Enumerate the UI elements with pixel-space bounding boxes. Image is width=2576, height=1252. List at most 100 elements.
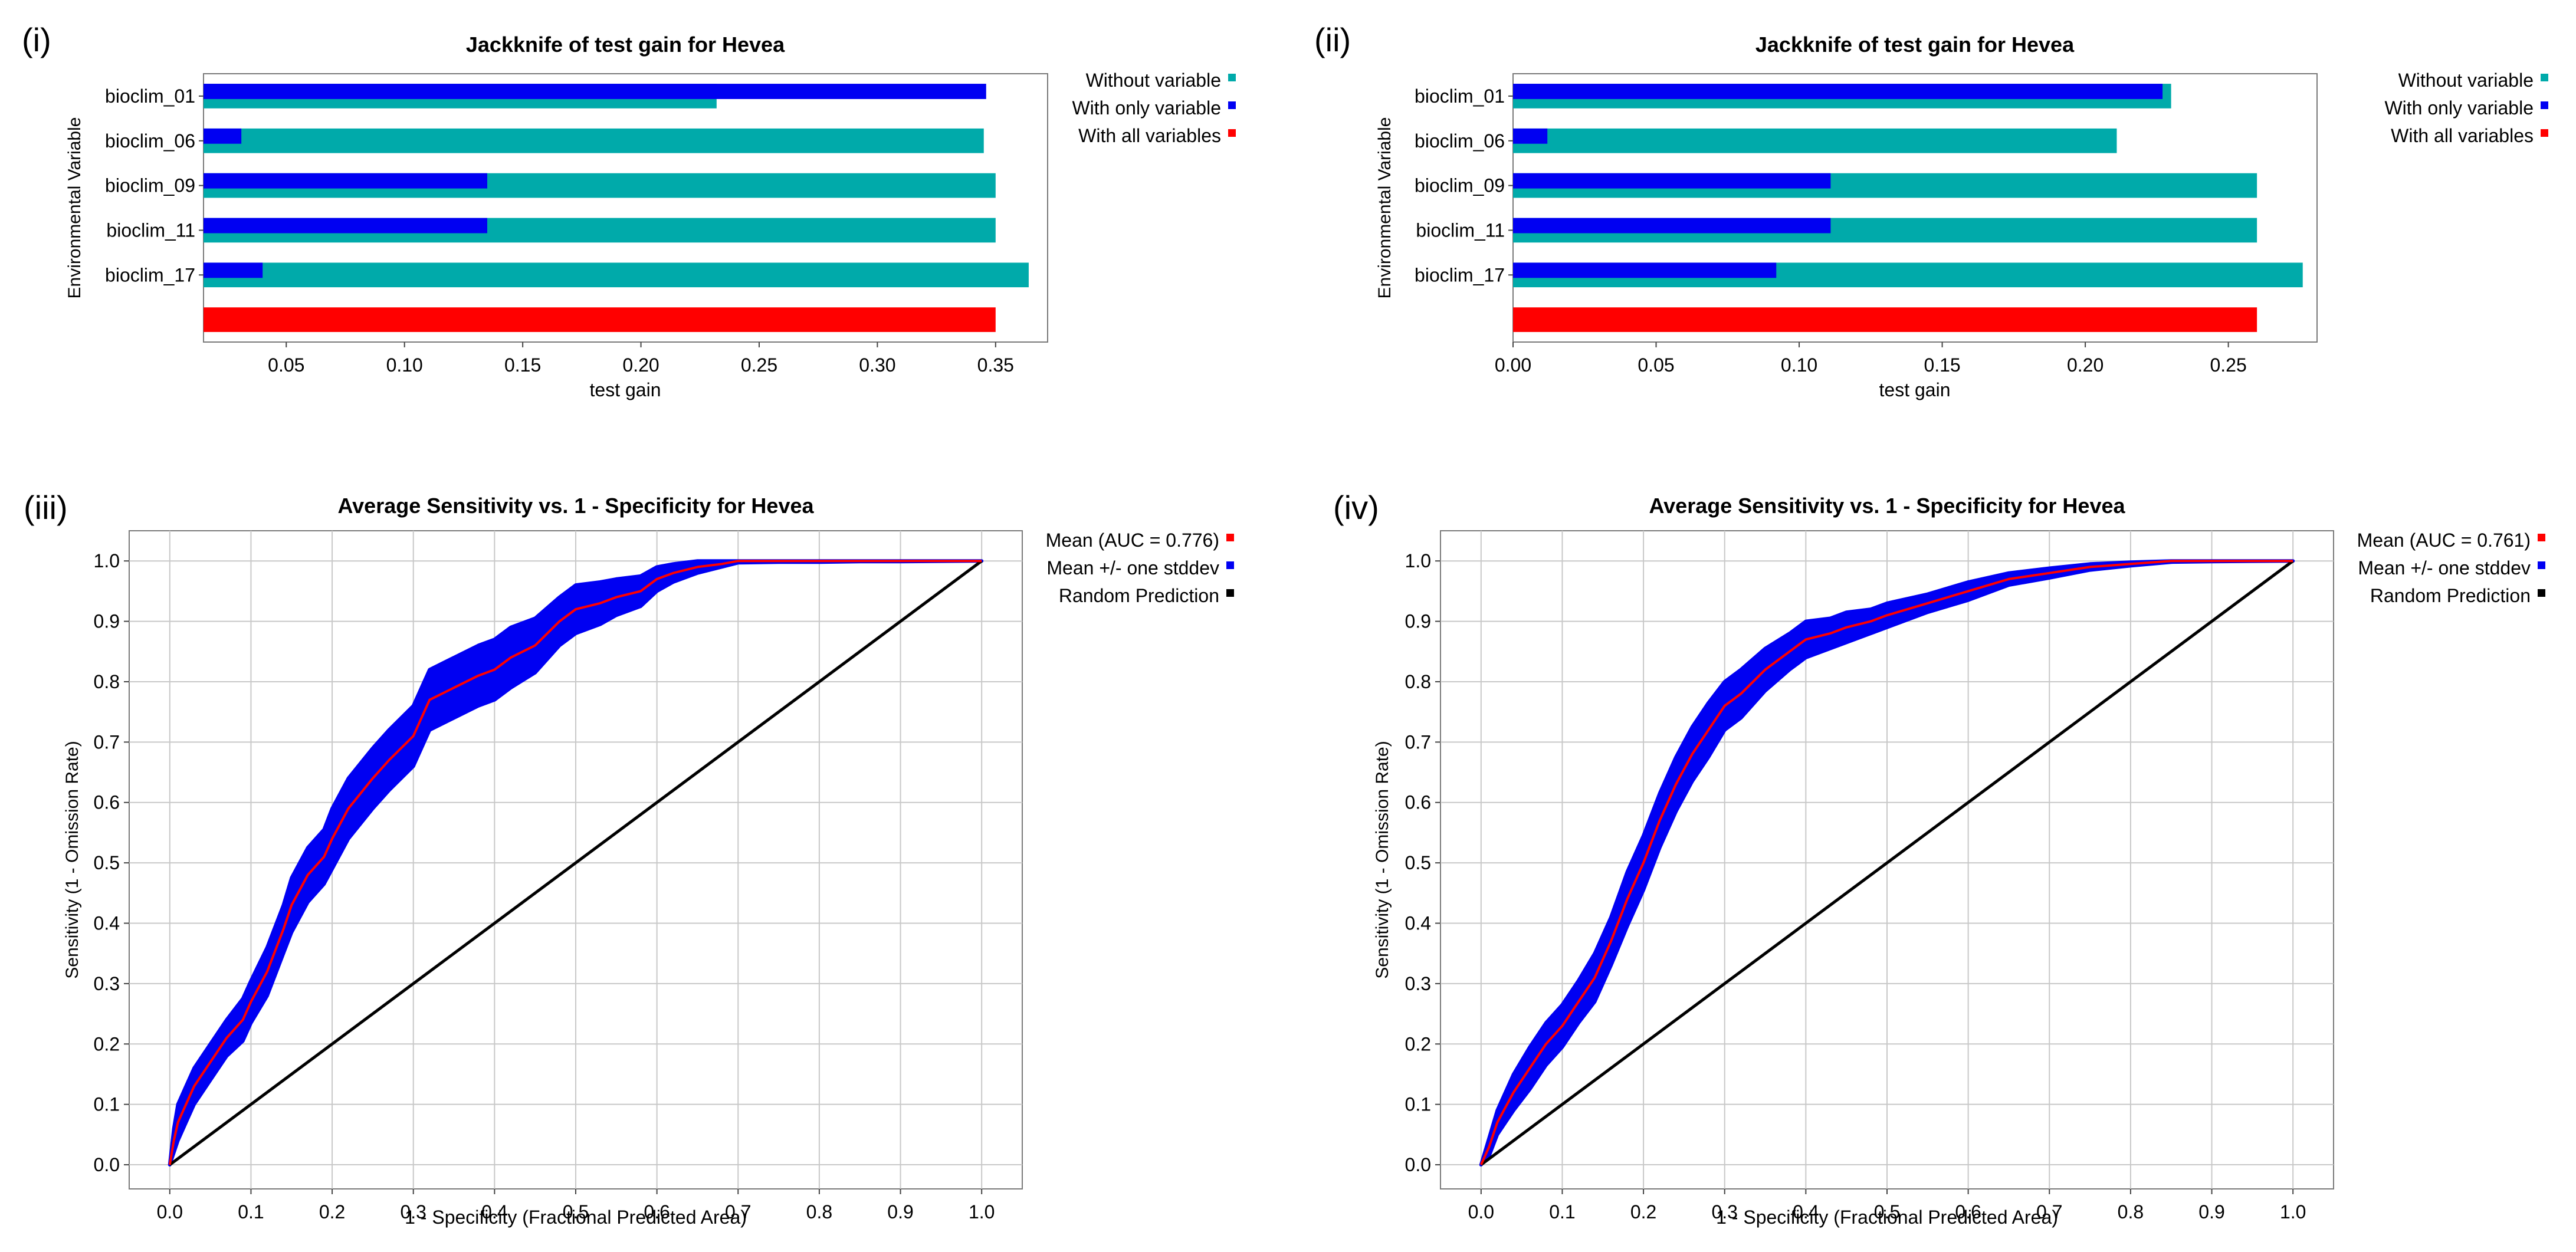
x-tick-label: 0.4	[481, 1201, 507, 1223]
bar-without-variable	[204, 128, 984, 153]
x-tick-label: 0.25	[2210, 354, 2246, 376]
legend-swatch	[1228, 101, 1236, 109]
category-label: bioclim_11	[1416, 219, 1505, 241]
y-tick-label: 0.0	[94, 1154, 120, 1175]
legend-swatch	[1226, 561, 1234, 569]
y-tick-label: 0.1	[94, 1094, 120, 1115]
x-tick-label: 0.3	[400, 1201, 426, 1223]
plot-frame	[203, 73, 1048, 343]
jackknife-chart-2: (ii) Jackknife of test gain for Hevea bioc…	[1314, 21, 2548, 400]
plot-frame	[1512, 73, 2318, 343]
y-tick-label: 0.3	[94, 973, 120, 994]
bar-without-variable	[1513, 128, 2117, 153]
legend-label: Without variable	[1086, 70, 1221, 91]
x-tick-label: 0.15	[504, 354, 541, 376]
legend-label: Mean +/- one stddev	[2358, 557, 2531, 579]
x-tick-label: 0.05	[1638, 354, 1674, 376]
legend-label: With only variable	[2384, 97, 2534, 119]
random-prediction-line	[169, 560, 983, 1166]
x-tick-label: 0.1	[238, 1201, 264, 1223]
random-prediction-line	[1480, 560, 2294, 1166]
bar-with-only-variable	[204, 262, 263, 278]
legend-swatch	[1226, 534, 1234, 541]
roc-chart-2: (iv) Average Sensitivity vs. 1 - Specific…	[1333, 489, 2545, 1228]
category-label: bioclim_01	[105, 86, 195, 107]
category-label: bioclim_06	[105, 130, 195, 152]
chart-title: Jackknife of test gain for Hevea	[1755, 32, 2075, 57]
legend-swatch	[2541, 101, 2548, 109]
y-tick-label: 0.5	[1405, 852, 1431, 873]
bar-with-only-variable	[1513, 218, 1831, 234]
legend-swatch	[1226, 589, 1234, 597]
x-tick-label: 0.6	[644, 1201, 670, 1223]
y-axis-label: Sensitivity (1 - Omission Rate)	[1373, 741, 1392, 978]
legend-swatch	[2541, 74, 2548, 81]
panel-label: (i)	[22, 21, 51, 58]
x-tick-label: 0.9	[2198, 1201, 2224, 1223]
legend-label: Mean (AUC = 0.776)	[1046, 530, 1219, 551]
category-label: bioclim_06	[1415, 130, 1505, 152]
bar-with-only-variable	[204, 218, 488, 234]
x-tick-label: 0.25	[741, 354, 777, 376]
x-tick-label: 1.0	[2280, 1201, 2306, 1223]
bar-with-only-variable	[204, 173, 488, 189]
mean-roc-line	[1479, 560, 2293, 1165]
panel-label: (iii)	[24, 489, 68, 526]
y-tick-label: 0.9	[1405, 611, 1431, 632]
y-tick-label: 0.8	[1405, 671, 1431, 692]
x-tick-label: 0.1	[1549, 1201, 1575, 1223]
legend-swatch	[2538, 534, 2545, 541]
bar-with-only-variable	[204, 84, 986, 99]
legend-label: Mean +/- one stddev	[1046, 557, 1219, 579]
y-tick-label: 0.8	[94, 671, 120, 692]
bar-with-only-variable	[1513, 173, 1831, 189]
legend-swatch	[1228, 74, 1236, 81]
chart-title: Average Sensitivity vs. 1 - Specificity …	[337, 494, 814, 518]
category-label: bioclim_17	[105, 264, 195, 285]
bar-with-only-variable	[1513, 84, 2163, 99]
x-axis-label: test gain	[1879, 379, 1951, 400]
mean-roc-line	[168, 560, 982, 1165]
x-axis-label: 1 - Specificity (Fractional Predicted Ar…	[405, 1207, 747, 1228]
bar-with-only-variable	[1513, 262, 1777, 278]
y-tick-label: 0.4	[1405, 913, 1431, 934]
roc-chart-1: (iii) Average Sensitivity vs. 1 - Specifi…	[24, 489, 1234, 1228]
x-tick-label: 0.5	[563, 1201, 589, 1223]
x-tick-label: 0.9	[887, 1201, 913, 1223]
x-tick-label: 0.8	[2118, 1201, 2144, 1223]
x-tick-label: 0.10	[1781, 354, 1817, 376]
y-tick-label: 0.6	[94, 792, 120, 813]
legend-swatch	[2538, 589, 2545, 597]
chart-title: Average Sensitivity vs. 1 - Specificity …	[1649, 494, 2125, 518]
legend-label: Without variable	[2398, 70, 2534, 91]
category-label: bioclim_01	[1415, 86, 1505, 107]
y-axis-label: Environmental Variable	[65, 117, 84, 299]
bar-without-variable	[204, 262, 1029, 288]
legend-label: With only variable	[1072, 97, 1221, 119]
x-tick-label: 0.30	[859, 354, 895, 376]
y-tick-label: 0.0	[1405, 1154, 1431, 1175]
y-tick-label: 0.2	[94, 1033, 120, 1054]
x-tick-label: 0.20	[622, 354, 659, 376]
panel-label: (iv)	[1333, 489, 1379, 526]
category-label: bioclim_11	[106, 219, 195, 241]
legend-swatch	[1228, 129, 1236, 137]
x-tick-label: 0.20	[2067, 354, 2104, 376]
x-tick-label: 0.2	[319, 1201, 345, 1223]
category-label: bioclim_09	[1415, 175, 1505, 196]
x-tick-label: 0.0	[1468, 1201, 1494, 1223]
y-axis-label: Environmental Variable	[1375, 117, 1394, 299]
y-tick-label: 1.0	[1405, 550, 1431, 571]
y-tick-label: 0.2	[1405, 1033, 1431, 1054]
category-label: bioclim_17	[1415, 264, 1505, 285]
x-tick-label: 0.5	[1874, 1201, 1900, 1223]
bar-with-only-variable	[204, 128, 242, 144]
category-label: bioclim_09	[105, 175, 195, 196]
x-tick-label: 0.05	[268, 354, 304, 376]
chart-title: Jackknife of test gain for Hevea	[466, 32, 785, 57]
legend-label: Random Prediction	[1059, 585, 1219, 606]
panel-label: (ii)	[1314, 21, 1351, 58]
jackknife-chart-1: (i) Jackknife of test gain for Hevea biocl…	[22, 21, 1236, 400]
y-tick-label: 0.6	[1405, 792, 1431, 813]
bar-with-all-variables	[204, 307, 996, 332]
